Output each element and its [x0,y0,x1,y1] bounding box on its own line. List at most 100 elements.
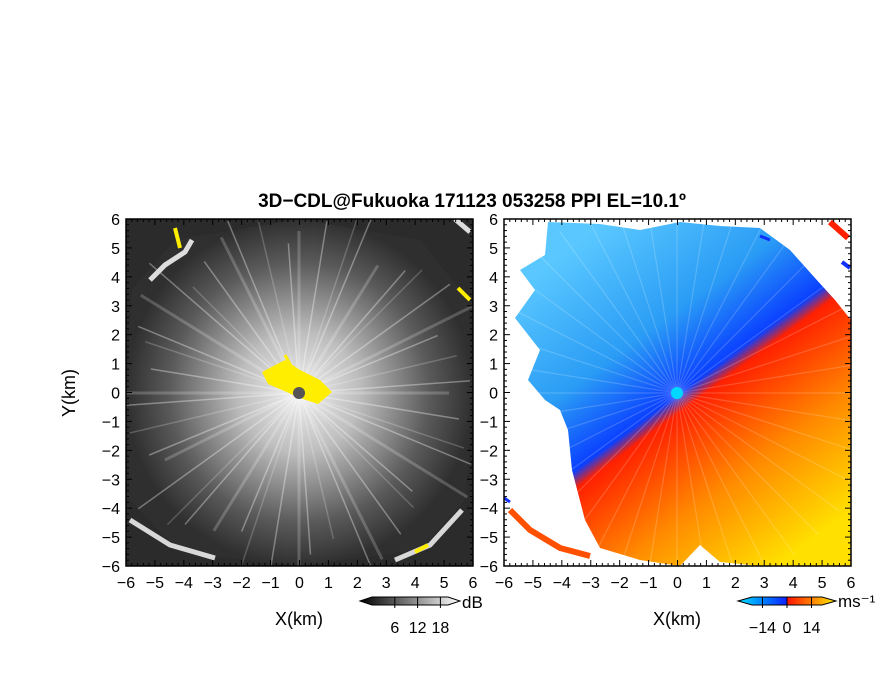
left-radar-center-marker [293,387,305,399]
left-radial-streak [129,392,300,434]
right-radial-streak [676,303,851,394]
left-y-tick-label: 6 [111,212,120,229]
right-x-tick-label: 1 [702,575,711,592]
right-x-tick-label: 4 [789,575,798,592]
left-x-tick-label: −3 [204,575,222,592]
right-radial-streak [676,392,766,566]
left-x-tick-label: 2 [353,575,362,592]
left-colorbar: 6 12 18 dB [358,593,483,637]
right-colorbar-unit: ms⁻¹ [838,592,876,611]
left-radial-streak [298,392,312,555]
left-radial-streak [257,219,300,394]
left-radial-streak [297,264,380,394]
left-radial-streak [298,219,358,394]
right-radial-streak [514,392,678,512]
left-y-tick-label: −4 [102,501,120,518]
right-radial-streak [676,392,851,451]
right-axes: −6 −5 −4 −3 −2 −1 0 1 2 3 4 5 6 6 5 4 3 2 1 0 −1 −2 −3 −4 −5 −6 [480,212,856,592]
right-radial-streak [648,392,678,566]
right-x-tick-label: 0 [673,575,682,592]
left-radial-streak [298,304,473,395]
left-axes: −6 −5 −4 −3 −2 −1 0 1 2 3 4 5 6 6 5 4 3 2 1 0 −1 −2 −3 −4 −5 −6 [102,212,478,592]
left-radial-streak [184,392,300,525]
right-x-tick-label: −2 [611,575,629,592]
left-y-axis-label: Y(km) [59,369,79,417]
right-radial-streak [676,251,819,394]
right-x-tick-label: 3 [760,575,769,592]
left-x-tick-label: 1 [324,575,333,592]
left-radial-streak [166,392,300,526]
left-radial-streak [298,270,406,394]
right-radial-streak [619,219,678,394]
left-radial-streak [287,243,300,394]
left-edge-echoes [128,219,472,563]
right-radial-streak [676,219,706,394]
right-x-tick-label: 5 [818,575,827,592]
left-colorbar-tick-label: 12 [409,620,427,637]
right-radial-streak [535,392,678,535]
left-y-tick-label: 0 [111,386,120,403]
right-y-tick-label: −1 [480,414,498,431]
right-y-tick-label: 3 [489,299,498,316]
right-radial-streak [504,392,678,482]
right-y-tick-label: 4 [489,270,498,287]
left-y-tick-label: 4 [111,270,120,287]
right-x-tick-label: −6 [495,575,513,592]
left-radial-streak [240,392,300,566]
right-x-tick-label: −4 [553,575,571,592]
right-radial-streak [558,230,678,394]
right-radial-streak [676,219,767,394]
left-colorbar-tick-label: 18 [432,620,450,637]
left-radial-streak [137,392,300,510]
right-y-tick-label: 5 [489,241,498,258]
right-x-tick-label: −3 [582,575,600,592]
right-y-tick-label: 0 [489,386,498,403]
left-radial-streak [240,392,300,532]
right-radial-streak [504,392,678,450]
left-x-tick-label: 5 [440,575,449,592]
left-y-tick-label: 2 [111,328,120,345]
right-radial-streak [535,251,678,394]
left-radial-streak [126,392,300,407]
right-colorbar-tick-label: −14 [749,620,776,637]
right-y-tick-label: 1 [489,357,498,374]
left-radial-streak [298,392,465,449]
left-colorbar-unit: dB [462,593,483,612]
right-colorbar-ticks: −14 0 14 [749,597,821,637]
right-y-tick-label: 6 [489,212,498,229]
left-x-tick-label: −2 [233,575,251,592]
left-radial-streak [298,391,469,499]
right-radial-streak [676,392,734,566]
right-y-tick-label: −2 [480,443,498,460]
left-x-tick-label: 4 [411,575,420,592]
right-radial-streak [676,392,840,512]
left-radial-streak [298,221,328,394]
left-y-tick-label: −1 [102,414,120,431]
right-radial-streak [504,336,678,394]
left-radial-streak [298,269,423,394]
right-x-axis-label: X(km) [653,609,701,629]
left-x-tick-label: −6 [117,575,135,592]
left-x-axis-label: X(km) [275,609,323,629]
right-radar-center-marker [671,387,683,399]
left-x-tick-label: 0 [295,575,304,592]
left-colorbar-bar [358,596,462,606]
left-y-tick-label: 1 [111,357,120,374]
right-radial-streak [588,392,678,566]
left-x-tick-label: 3 [382,575,391,592]
right-radial-streak [648,219,678,394]
right-radial-streak [676,274,840,394]
right-x-tick-label: −5 [524,575,542,592]
right-radial-streak [676,392,851,483]
right-radial-streak [676,230,796,394]
right-radial-streak [676,392,851,422]
right-y-tick-label: −6 [480,559,498,576]
left-radial-streak [297,392,384,561]
left-y-tick-label: 5 [111,241,120,258]
right-radial-streak [558,392,678,556]
left-radial-streak [212,392,301,532]
right-radial-streak [676,364,851,394]
left-colorbar-ticks: 6 12 18 [390,597,449,637]
left-x-tick-label: 6 [469,575,478,592]
